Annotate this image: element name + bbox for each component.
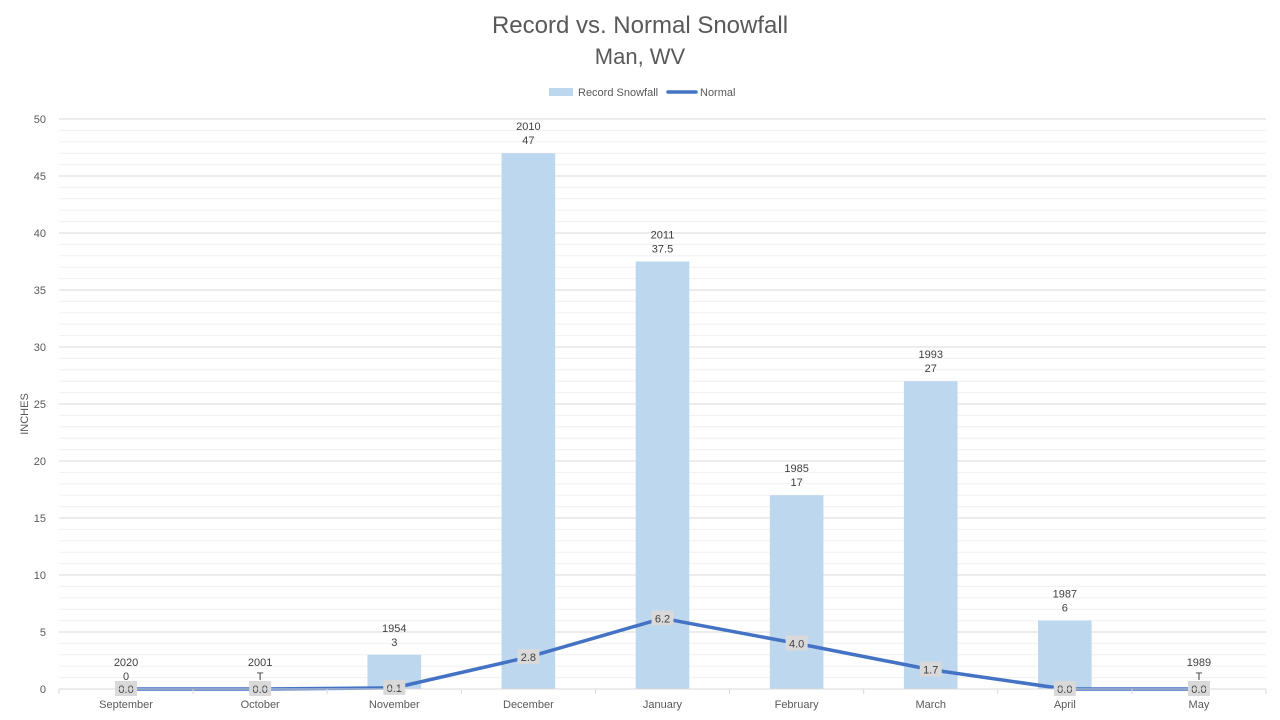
bar-value-label: 3 xyxy=(391,637,397,649)
chart-subtitle: Man, WV xyxy=(594,44,686,69)
x-tick-label: April xyxy=(1054,699,1076,711)
bar-value-label: 17 xyxy=(790,477,802,489)
normal-label-box xyxy=(517,649,540,665)
record-bar xyxy=(903,381,958,689)
bar-year-label: 2011 xyxy=(651,230,675,242)
bar-value-label: T xyxy=(257,671,264,683)
normal-label-box xyxy=(383,679,406,695)
y-tick-label: 35 xyxy=(34,285,46,297)
y-tick-label: 5 xyxy=(40,627,46,639)
normal-value-label: 6.2 xyxy=(655,613,670,625)
y-tick-label: 10 xyxy=(34,570,46,582)
y-tick-label: 15 xyxy=(34,513,46,525)
bar-value-label: 0 xyxy=(123,671,129,683)
x-tick-label: February xyxy=(775,699,820,711)
bar-value-label: 47 xyxy=(522,135,534,147)
legend-swatch-record xyxy=(549,88,573,96)
y-tick-label: 50 xyxy=(34,114,46,126)
normal-value-label: 4.0 xyxy=(789,638,804,650)
x-tick-label: December xyxy=(503,699,554,711)
y-tick-label: 40 xyxy=(34,228,46,240)
normal-value-label: 2.8 xyxy=(521,652,536,664)
record-bar xyxy=(501,153,556,689)
x-tick-label: May xyxy=(1189,699,1210,711)
y-tick-label: 25 xyxy=(34,399,46,411)
legend-label-normal: Normal xyxy=(700,87,735,99)
normal-value-label: 1.7 xyxy=(923,665,938,677)
normal-label-box xyxy=(919,661,942,677)
bar-year-label: 1985 xyxy=(784,463,808,475)
bar-value-label: 27 xyxy=(925,363,937,375)
bar-year-label: 2020 xyxy=(114,657,138,669)
legend-label-record: Record Snowfall xyxy=(578,87,658,99)
bar-value-label: 6 xyxy=(1062,603,1068,615)
legend: Record Snowfall Normal xyxy=(549,87,735,99)
y-tick-label: 20 xyxy=(34,456,46,468)
y-tick-label: 45 xyxy=(34,171,46,183)
bar-year-label: 2001 xyxy=(248,657,272,669)
y-tick-label: 30 xyxy=(34,342,46,354)
bar-value-label: 37.5 xyxy=(652,244,673,256)
normal-value-label: 0.0 xyxy=(253,684,268,696)
x-tick-label: March xyxy=(915,699,946,711)
normal-value-label: 0.0 xyxy=(1057,684,1072,696)
x-tick-label: October xyxy=(241,699,280,711)
x-tick-label: January xyxy=(643,699,683,711)
record-bar xyxy=(769,495,824,689)
x-tick-label: September xyxy=(99,699,153,711)
y-axis-title: INCHES xyxy=(19,393,31,435)
normal-value-label: 0.0 xyxy=(118,684,133,696)
bar-year-label: 1954 xyxy=(382,623,406,635)
bar-year-label: 1993 xyxy=(918,349,942,361)
normal-value-label: 0.0 xyxy=(1191,684,1206,696)
chart-title: Record vs. Normal Snowfall xyxy=(491,12,789,39)
record-bars xyxy=(367,153,1092,689)
bar-year-label: 2010 xyxy=(516,121,540,133)
normal-label-box xyxy=(785,635,808,651)
x-tick-label: November xyxy=(369,699,420,711)
bar-year-label: 1989 xyxy=(1187,657,1211,669)
normal-label-box xyxy=(651,610,674,626)
record-bar xyxy=(1038,620,1092,689)
bar-value-label: T xyxy=(1196,671,1203,683)
y-tick-label: 0 xyxy=(40,684,46,696)
bar-year-label: 1987 xyxy=(1053,589,1077,601)
